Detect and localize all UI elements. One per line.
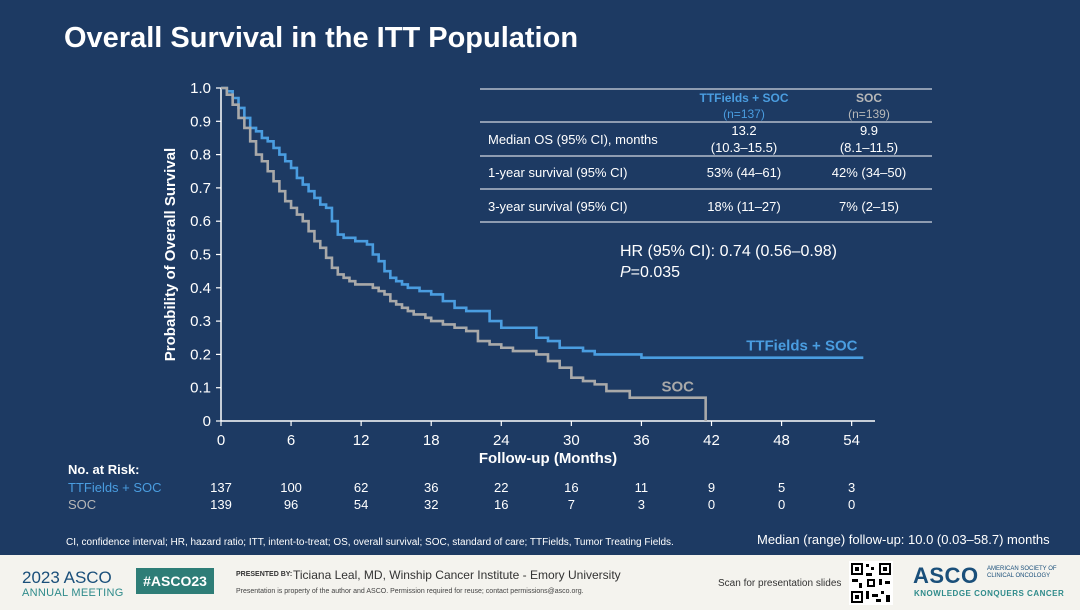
risk-row-label-ttfields: TTFields + SOC (68, 480, 162, 495)
ttfields-soc-curve (221, 86, 864, 360)
x-tick-label: 6 (287, 432, 295, 449)
presenter-name: Ticiana Leal, MD, Winship Cancer Institu… (293, 568, 621, 582)
table-cell: 53% (44–61) (707, 165, 781, 180)
presented-by-label: PRESENTED BY: (236, 571, 293, 578)
x-tick-label: 24 (493, 432, 510, 449)
slide-background (0, 0, 1080, 555)
risk-value: 9 (708, 480, 715, 495)
risk-value: 0 (778, 497, 785, 512)
scan-text: Scan for presentation slides (718, 578, 842, 589)
table-row-label: 1-year survival (95% CI) (488, 165, 627, 180)
y-tick-label: 1.0 (190, 80, 211, 97)
x-tick-label: 42 (703, 432, 720, 449)
table-header-ttfields-n: (n=137) (723, 107, 765, 121)
table-header-soc-n: (n=139) (848, 107, 890, 121)
series-label-ttfields: TTFields + SOC (746, 338, 857, 355)
hazard-ratio: HR (95% CI): 0.74 (0.56–0.98) (620, 243, 837, 260)
risk-value: 62 (354, 480, 368, 495)
risk-value: 96 (284, 497, 298, 512)
risk-value: 16 (564, 480, 578, 495)
y-axis-label: Probability of Overall Survival (162, 148, 179, 361)
table-cell: 9.9 (860, 123, 878, 138)
table-cell: 42% (34–50) (832, 165, 906, 180)
risk-value: 7 (568, 497, 575, 512)
table-row-label: Median OS (95% CI), months (488, 132, 658, 147)
km-chart: 0 0.1 0.2 0.3 0.4 0.5 0.6 0.7 0.8 0.9 1.0 0 6 12 18 24 3… (68, 80, 932, 512)
x-tick-label: 54 (843, 432, 860, 449)
risk-value: 3 (638, 497, 645, 512)
table-cell: (8.1–11.5) (840, 140, 898, 155)
x-tick-label: 30 (563, 432, 580, 449)
property-note: Presentation is property of the author a… (236, 588, 584, 595)
asco-annual-meeting-logo: 2023 ASCO (22, 568, 112, 587)
hashtag-badge: #ASCO23 (136, 568, 214, 594)
x-axis-label: Follow-up (Months) (479, 450, 617, 467)
qr-code-icon[interactable] (849, 561, 893, 605)
risk-value: 0 (708, 497, 715, 512)
abbreviations-footnote: CI, confidence interval; HR, hazard rati… (66, 537, 674, 548)
y-tick-label: 0.3 (190, 313, 211, 330)
y-tick-label: 0 (203, 413, 211, 430)
table-cell: 18% (11–27) (707, 199, 780, 214)
asco-society-name: AMERICAN SOCIETY OF CLINICAL ONCOLOGY (987, 566, 1057, 579)
x-tick-label: 48 (773, 432, 790, 449)
soc-curve (221, 86, 707, 421)
y-tick-label: 0.2 (190, 346, 211, 363)
risk-value: 5 (778, 480, 785, 495)
asco-logo: ASCO (913, 563, 979, 588)
table-row-label: 3-year survival (95% CI) (488, 199, 627, 214)
y-tick-label: 0.1 (190, 380, 211, 397)
y-tick-label: 0.9 (190, 113, 211, 130)
risk-value: 100 (280, 480, 302, 495)
risk-value: 22 (494, 480, 508, 495)
table-cell: (10.3–15.5) (711, 140, 778, 155)
table-header-ttfields: TTFields + SOC (699, 91, 788, 105)
risk-value: 137 (210, 480, 232, 495)
risk-value: 36 (424, 480, 438, 495)
risk-value: 11 (635, 480, 649, 495)
risk-row-label-soc: SOC (68, 497, 96, 512)
p-value-number: =0.035 (631, 264, 680, 281)
table-header-soc: SOC (856, 91, 882, 105)
table-cell: 13.2 (731, 123, 756, 138)
risk-value: 3 (848, 480, 855, 495)
y-tick-label: 0.6 (190, 213, 211, 230)
risk-value: 32 (424, 497, 438, 512)
p-value: P=0.035 (620, 264, 680, 281)
risk-value: 54 (354, 497, 368, 512)
y-tick-label: 0.7 (190, 180, 211, 197)
annual-meeting-label: ANNUAL MEETING (22, 587, 124, 599)
results-table: TTFields + SOC (n=137) SOC (n=139) Media… (480, 88, 932, 223)
x-tick-label: 0 (217, 432, 225, 449)
y-tick-label: 0.8 (190, 147, 211, 164)
asco-tagline: KNOWLEDGE CONQUERS CANCER (914, 589, 1065, 598)
y-tick-label: 0.5 (190, 247, 211, 264)
series-label-soc: SOC (661, 379, 694, 396)
risk-table-title: No. at Risk: (68, 462, 140, 477)
x-tick-label: 12 (353, 432, 370, 449)
risk-value: 139 (210, 497, 232, 512)
x-tick-label: 36 (633, 432, 650, 449)
y-tick-label: 0.4 (190, 280, 211, 297)
table-cell: 7% (2–15) (839, 199, 899, 214)
median-followup: Median (range) follow-up: 10.0 (0.03–58.… (757, 532, 1050, 547)
x-tick-label: 18 (423, 432, 440, 449)
risk-value: 16 (494, 497, 508, 512)
risk-value: 0 (848, 497, 855, 512)
slide-title: Overall Survival in the ITT Population (64, 22, 579, 54)
p-value-label: P (620, 264, 631, 281)
